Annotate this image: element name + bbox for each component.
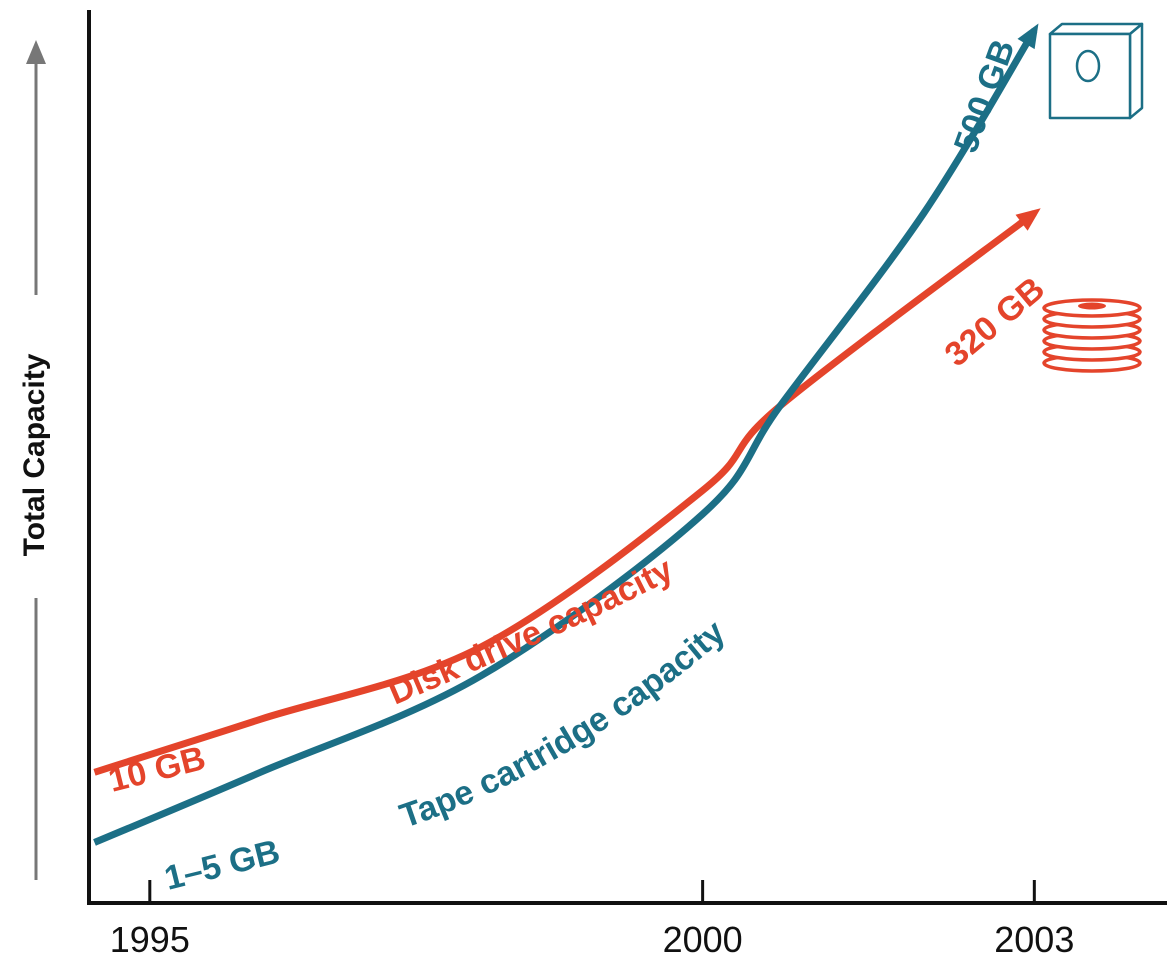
x-tick-label: 1995	[110, 919, 190, 956]
tape-start-label: 1–5 GB	[161, 833, 284, 898]
disk-end-label: 320 GB	[938, 270, 1052, 374]
x-tick-label: 2000	[663, 919, 743, 956]
tape-end-label: 500 GB	[947, 35, 1023, 158]
tape-series-name: Tape cartridge capacity	[395, 613, 732, 836]
disk-start-label: 10 GB	[105, 739, 210, 800]
y-axis-title-group: Total Capacity	[18, 40, 51, 880]
disk-arrowhead	[1015, 208, 1041, 231]
tape-series-line	[93, 28, 1038, 846]
disk-stack-icon	[1042, 298, 1142, 373]
x-ticks: 1995 2000 2003	[110, 880, 1074, 956]
y-arrow-head	[26, 40, 46, 64]
disk-series-line	[93, 210, 1037, 776]
cartridge-side-face	[1128, 22, 1144, 120]
x-tick-label: 2003	[994, 919, 1074, 956]
axes	[87, 10, 1167, 905]
tape-cartridge-icon	[1048, 22, 1144, 120]
cartridge-hub	[1075, 49, 1101, 83]
y-axis-label: Total Capacity	[18, 353, 51, 556]
series-lines	[93, 23, 1041, 846]
cartridge-top-face	[1048, 22, 1144, 36]
tape-arrowhead	[1017, 23, 1039, 50]
tape-series-name-path: Tape cartridge capacity	[395, 613, 732, 836]
disk-hub	[1078, 302, 1106, 310]
